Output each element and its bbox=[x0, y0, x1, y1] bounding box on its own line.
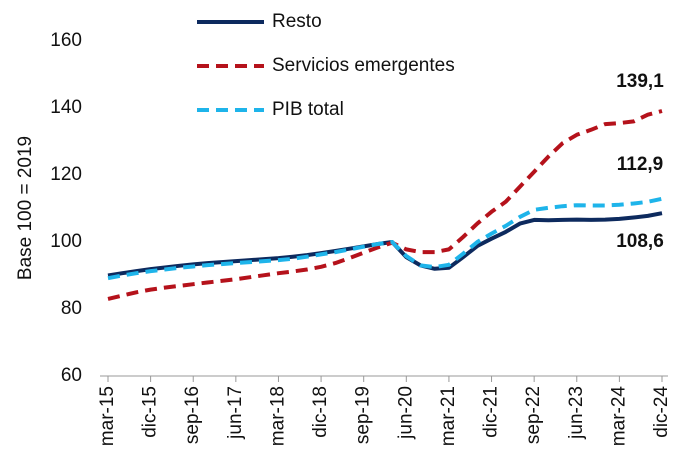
x-tick-label: mar-15 bbox=[97, 386, 118, 446]
x-tick-label: dic-24 bbox=[651, 386, 672, 438]
x-tick-label: mar-18 bbox=[267, 386, 288, 446]
y-tick-label: 140 bbox=[50, 97, 82, 118]
series-line bbox=[107, 109, 663, 301]
x-tick-label: sep-19 bbox=[353, 386, 374, 444]
x-tick-label: mar-21 bbox=[438, 386, 459, 446]
x-tick-label: dic-21 bbox=[481, 386, 502, 438]
y-axis-label: Base 100 = 2019 bbox=[15, 136, 36, 280]
x-tick-label: dic-15 bbox=[140, 386, 161, 438]
legend-label: Servicios emergentes bbox=[272, 55, 455, 76]
y-tick-label: 120 bbox=[50, 164, 82, 185]
legend-label: PIB total bbox=[272, 99, 344, 120]
x-tick-label: jun-17 bbox=[225, 386, 246, 440]
y-tick-label: 100 bbox=[50, 231, 82, 252]
x-tick-label: jun-20 bbox=[395, 386, 416, 440]
data-label: 139,1 bbox=[616, 71, 664, 92]
data-label: 112,9 bbox=[617, 154, 664, 175]
x-tick-label: mar-24 bbox=[608, 386, 629, 447]
y-tick-label: 160 bbox=[50, 30, 82, 51]
x-tick-label: sep-22 bbox=[523, 386, 544, 444]
y-tick-label: 60 bbox=[61, 365, 82, 386]
series-line bbox=[107, 196, 663, 281]
data-label: 108,6 bbox=[616, 231, 664, 252]
x-tick-label: sep-16 bbox=[182, 386, 203, 444]
legend-label: Resto bbox=[272, 11, 322, 32]
x-tick-label: jun-23 bbox=[566, 386, 587, 440]
y-tick-label: 80 bbox=[61, 298, 82, 319]
x-tick-label: dic-18 bbox=[310, 386, 331, 438]
series-line bbox=[107, 211, 663, 278]
